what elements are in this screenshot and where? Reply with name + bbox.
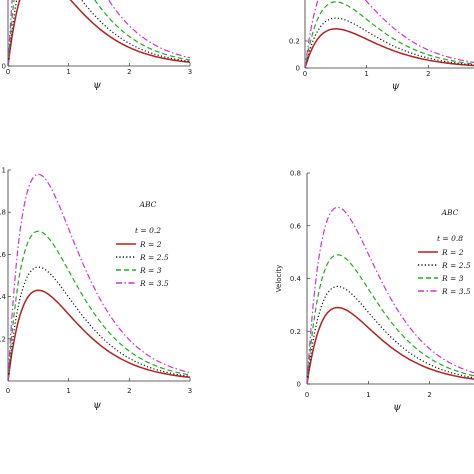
legend-label: R = 2.5 xyxy=(139,253,169,262)
series-line-0 xyxy=(307,306,474,385)
chart-panel-bottom-right: 0 1 2 0.8 0.6 0.4 0.2 0 ψ Velocity ABC t = 0.8 R = 2… xyxy=(275,170,474,413)
x-tick-label: 3 xyxy=(188,387,192,395)
y-axis-label: Velocity xyxy=(275,265,283,292)
x-tick-label: 1 xyxy=(66,68,70,76)
x-tick-label: 3 xyxy=(188,68,192,76)
series-line-0 xyxy=(305,28,474,69)
x-tick-label: 2 xyxy=(127,387,131,395)
chart-panel-top-left: 0 1 2 3 0 ψ xyxy=(2,0,192,91)
chart-panel-top-right: 0 1 2 0 0.2 ψ xyxy=(289,0,474,92)
x-tick-label: 2 xyxy=(427,391,431,399)
x-tick-label: 0 xyxy=(303,70,307,78)
x-tick-label: 1 xyxy=(366,391,370,399)
parameter-label: t = 0.2 xyxy=(135,226,161,235)
y-tick-label: 0 xyxy=(297,381,301,389)
series-line-2 xyxy=(307,254,474,385)
y-tick-label: 0.2 xyxy=(290,328,301,336)
series-line-0 xyxy=(8,0,190,67)
chart-panel-bottom-left: 0 1 2 3 1 .8 .6 .4 .2 ψ ABC t = 0.2 R = 2 R = 2.5 R = … xyxy=(0,167,192,412)
y-tick-label: 0.8 xyxy=(290,170,301,178)
chart-annotation: ABC xyxy=(139,200,157,209)
series-line-3 xyxy=(8,0,190,67)
y-tick-label: 0 xyxy=(296,65,300,73)
x-axis-label: ψ xyxy=(393,402,401,413)
legend-label: R = 2 xyxy=(441,248,464,257)
series-line-2 xyxy=(8,0,190,67)
series-line-1 xyxy=(307,285,474,385)
y-tick-label: .6 xyxy=(0,251,7,259)
y-tick-label: 0.2 xyxy=(289,38,300,46)
series-line-3 xyxy=(305,0,474,69)
y-tick-label: 0.4 xyxy=(290,275,302,283)
y-tick-label: .4 xyxy=(0,293,7,301)
series-line-3 xyxy=(307,206,474,385)
chart-annotation: ABC xyxy=(441,208,459,217)
x-tick-label: 2 xyxy=(426,70,430,78)
series-line-1 xyxy=(305,17,474,69)
series-line-3 xyxy=(8,173,190,382)
y-tick-label: .2 xyxy=(0,335,6,343)
legend-label: R = 3.5 xyxy=(139,279,169,288)
y-tick-label: 0.6 xyxy=(290,222,302,230)
x-tick-label: 1 xyxy=(364,70,368,78)
series-line-0 xyxy=(8,289,190,382)
x-tick-label: 2 xyxy=(127,68,131,76)
series-line-1 xyxy=(8,0,190,67)
y-tick-label: 0 xyxy=(2,63,6,71)
legend-label: R = 2 xyxy=(139,240,162,249)
legend-label: R = 3 xyxy=(441,274,464,283)
series-line-2 xyxy=(305,1,474,69)
legend-label: R = 3 xyxy=(139,266,162,275)
x-axis-label: ψ xyxy=(392,81,400,92)
y-tick-label: .8 xyxy=(0,209,6,217)
x-tick-label: 1 xyxy=(66,387,70,395)
x-tick-label: 0 xyxy=(6,68,10,76)
y-tick-label: 1 xyxy=(2,167,6,175)
legend-label: R = 3.5 xyxy=(441,287,471,296)
x-axis-label: ψ xyxy=(93,400,101,411)
parameter-label: t = 0.8 xyxy=(437,234,463,243)
x-tick-label: 0 xyxy=(305,391,309,399)
legend-label: R = 2.5 xyxy=(441,261,471,270)
series-line-2 xyxy=(8,230,190,382)
x-tick-label: 0 xyxy=(6,387,10,395)
x-axis-label: ψ xyxy=(93,80,101,91)
